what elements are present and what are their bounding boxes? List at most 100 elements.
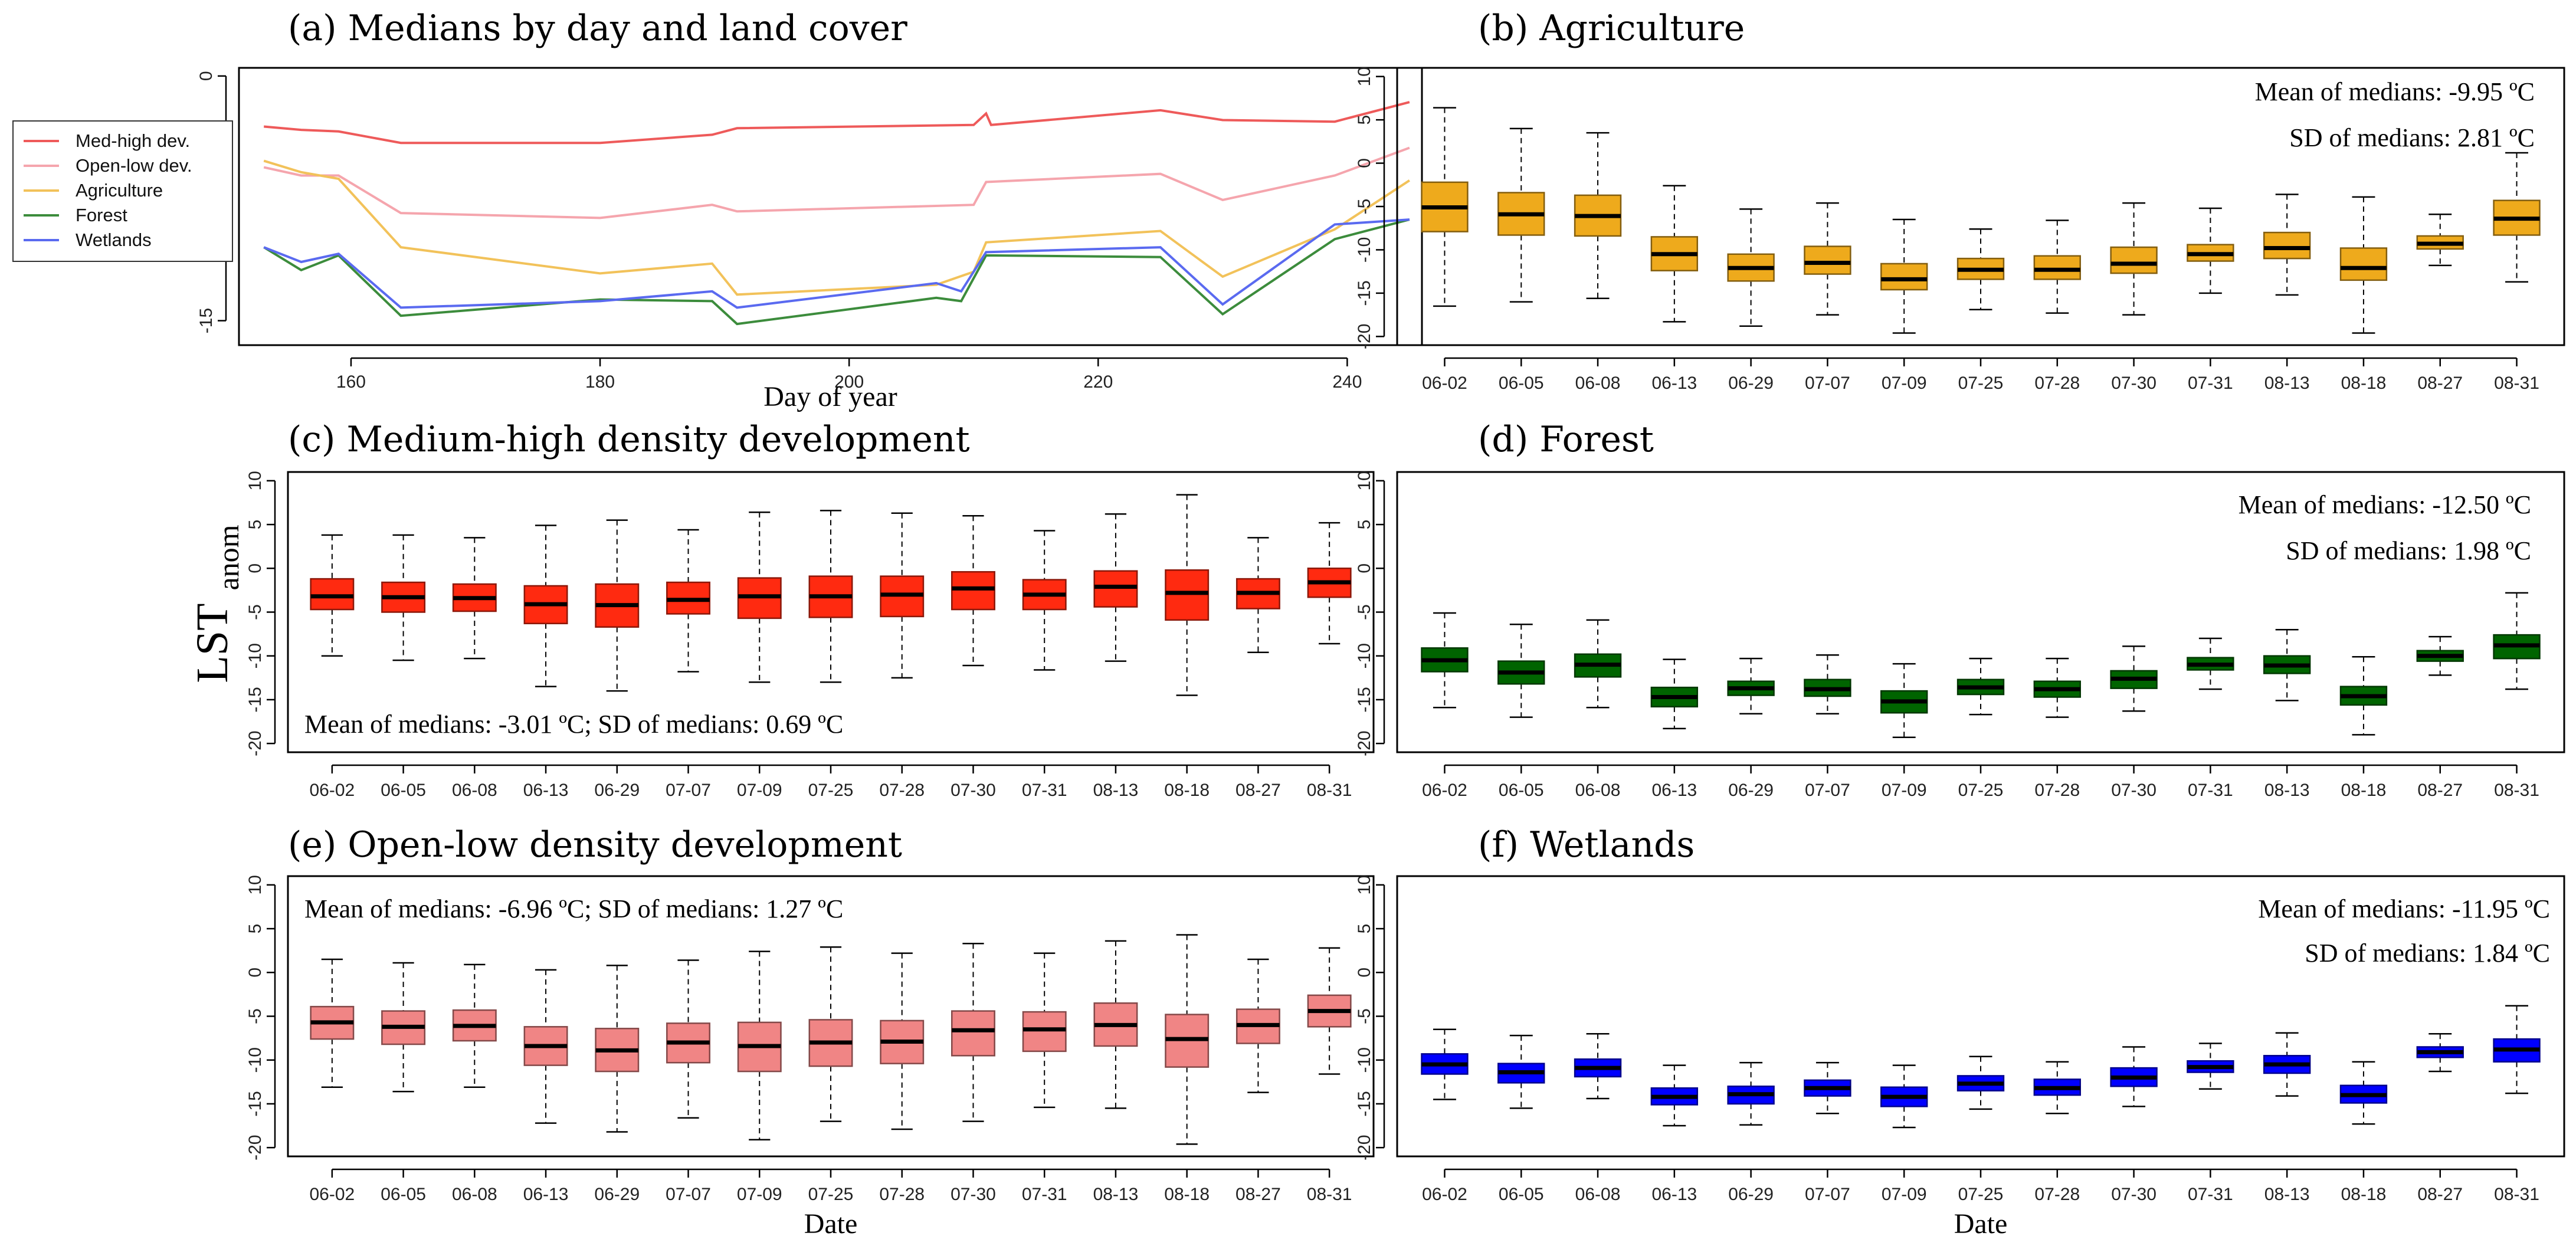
- y-tick-label: 5: [1355, 924, 1374, 934]
- panel-f-annotation: SD of medians: 1.84 ºC: [2305, 939, 2550, 968]
- boxplot-06-08: [452, 537, 497, 660]
- boxplot-06-29: [1727, 1061, 1775, 1126]
- boxplot-07-25: [808, 946, 853, 1122]
- series-line-agriculture: [263, 159, 1410, 296]
- panel-f: (f) Wetlands 10 5 0 -5 -10 -15 -20 06-02 06-05 06-…: [1355, 824, 2565, 1240]
- y-tick-label: -5: [1355, 199, 1374, 215]
- x-tick-label: 08-31: [2494, 373, 2539, 393]
- boxplot-06-13: [523, 524, 568, 687]
- x-tick-label: 06-13: [1651, 781, 1697, 800]
- boxplot-08-31: [1307, 522, 1352, 645]
- x-tick-label: 06-29: [594, 1185, 640, 1204]
- y-tick-label: 5: [245, 520, 265, 530]
- x-tick-label: 07-07: [1805, 781, 1850, 800]
- series-line-open-low-dev: [263, 146, 1410, 219]
- x-tick-label: 08-31: [1307, 781, 1352, 800]
- panel-e: (e) Open-low density development 10 5 0 -5 -1…: [245, 824, 1375, 1240]
- x-tick-label: 06-08: [1575, 1185, 1621, 1204]
- box: [1165, 569, 1210, 621]
- box: [310, 578, 355, 611]
- y-tick-label: 0: [1355, 968, 1374, 978]
- x-tick-label: 07-30: [2111, 373, 2157, 393]
- panel-e-frame: [287, 875, 1375, 1158]
- box: [951, 571, 995, 611]
- y-tick-label: -15: [196, 308, 216, 333]
- boxplot-07-07: [666, 959, 711, 1119]
- x-tick-label: 08-18: [2341, 1185, 2387, 1204]
- boxplot-07-31: [2187, 207, 2234, 294]
- panel-e-x-axis-title: Date: [804, 1208, 858, 1240]
- boxplot-07-30: [2110, 645, 2158, 712]
- panel-d-title: (d) Forest: [1478, 419, 1654, 460]
- panel-f-x-axis-title: Date: [1954, 1208, 2008, 1240]
- boxplot-08-31: [2493, 152, 2541, 283]
- boxplot-07-25: [808, 510, 853, 683]
- x-tick-label: 07-28: [2034, 781, 2080, 800]
- y-tick-label: -5: [245, 604, 265, 620]
- y-tick-label: -5: [1355, 1008, 1374, 1024]
- panel-a-legend: Med-high dev. Open-low dev. Agriculture For…: [12, 120, 233, 262]
- boxplot-07-28: [880, 512, 925, 679]
- boxplot-06-08: [452, 963, 497, 1088]
- x-tick-label: 08-31: [1307, 1185, 1352, 1204]
- boxplot-06-29: [595, 519, 640, 692]
- panels: (a) Medians by day and land cover 0 -5 -10 -…: [12, 8, 2565, 1240]
- boxplot-07-09: [737, 512, 782, 683]
- panel-e-title: (e) Open-low density development: [288, 824, 902, 866]
- x-tick-label: 07-31: [2188, 781, 2233, 800]
- panel-f-frame: [1396, 875, 2565, 1158]
- boxplot-07-09: [1880, 663, 1928, 739]
- x-tick-label: 240: [1332, 372, 1362, 392]
- boxplot-08-18: [1165, 934, 1210, 1145]
- panel-d-annotation: Mean of medians: -12.50 ºC: [2239, 490, 2531, 519]
- y-axis-label-subscript: anom: [212, 524, 245, 590]
- box: [2110, 246, 2158, 274]
- x-tick-label: 06-05: [381, 1185, 426, 1204]
- boxplot-06-29: [595, 965, 640, 1133]
- boxplot-07-28: [2033, 1061, 2081, 1114]
- boxplot-07-25: [1956, 1055, 2005, 1110]
- y-tick-label: -5: [1355, 604, 1374, 620]
- x-tick-label: 07-09: [1882, 373, 1927, 393]
- x-tick-label: 06-13: [1651, 1185, 1697, 1204]
- box: [1804, 245, 1851, 275]
- y-tick-label: 10: [245, 875, 265, 894]
- x-tick-label: 06-29: [1728, 1185, 1774, 1204]
- y-tick-label: 5: [1355, 115, 1374, 125]
- panel-c: (c) Medium-high density development 10 5 0 -…: [245, 419, 1375, 800]
- box: [2263, 231, 2311, 260]
- panel-d-frame: [1396, 471, 2565, 753]
- x-tick-label: 07-07: [1805, 1185, 1850, 1204]
- panel-c-title: (c) Medium-high density development: [288, 419, 970, 460]
- box: [2339, 247, 2388, 281]
- boxplot-06-08: [1574, 1032, 1622, 1100]
- y-tick-label: 0: [1355, 563, 1374, 573]
- boxplot-06-13: [1650, 658, 1699, 730]
- boxplot-06-08: [1574, 132, 1622, 299]
- panel-a-x-axis-title: Day of year: [763, 381, 897, 412]
- boxplot-07-31: [1022, 952, 1067, 1109]
- boxplot-06-05: [381, 534, 426, 661]
- boxplot-07-28: [2033, 219, 2081, 314]
- boxplot-07-09: [1880, 1064, 1928, 1129]
- x-tick-label: 08-13: [1093, 781, 1139, 800]
- boxplot-07-07: [1804, 1061, 1851, 1114]
- x-tick-label: 06-02: [1422, 1185, 1467, 1204]
- boxplot-08-31: [1307, 947, 1352, 1075]
- panel-c-annotation: Mean of medians: -3.01 ºC; SD of medians…: [304, 710, 843, 739]
- boxplot-06-29: [1727, 208, 1775, 327]
- boxplot-06-13: [523, 969, 568, 1124]
- boxplot-08-13: [1093, 513, 1138, 662]
- x-tick-label: 07-30: [2111, 781, 2157, 800]
- boxplot-06-05: [381, 962, 426, 1093]
- panel-e-annotation: Mean of medians: -6.96 ºC; SD of medians…: [304, 894, 843, 923]
- x-tick-label: 06-08: [1575, 781, 1621, 800]
- y-tick-label: -15: [1355, 687, 1374, 712]
- x-tick-label: 08-13: [2264, 781, 2310, 800]
- panel-d-annotation: SD of medians: 1.98 ºC: [2286, 536, 2531, 565]
- boxplot-08-13: [2263, 628, 2311, 701]
- y-tick-label: -15: [245, 1091, 265, 1116]
- boxplot-08-13: [2263, 194, 2311, 296]
- y-tick-label: -20: [1355, 324, 1374, 349]
- y-tick-label: -10: [245, 1047, 265, 1073]
